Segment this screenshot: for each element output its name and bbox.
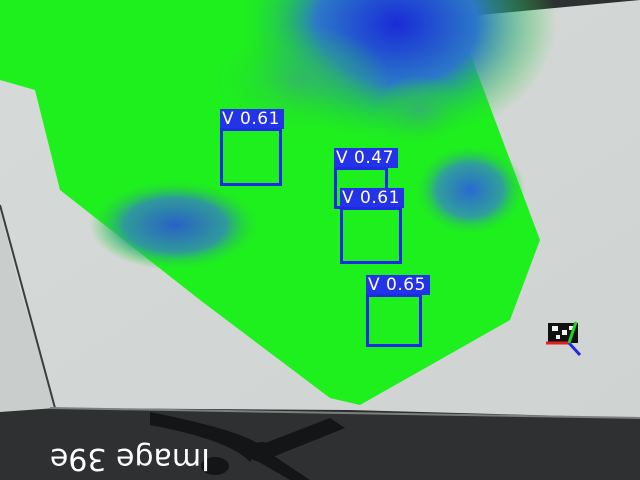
detection-box — [340, 207, 402, 264]
detection-class: V — [342, 188, 355, 208]
detection-score: 0.61 — [360, 188, 400, 208]
detection-class: V — [222, 109, 235, 129]
detection-score: 0.47 — [354, 148, 394, 168]
detection-label: V 0.47 — [334, 148, 398, 168]
detection-box — [220, 128, 282, 186]
heat-blue-right — [415, 145, 525, 235]
heat-blue-left — [90, 180, 260, 270]
axis-gizmo-icon — [546, 321, 582, 357]
detection-class: V — [336, 148, 349, 168]
detection-box — [366, 294, 422, 347]
detection-score: 0.65 — [386, 275, 426, 295]
detection-class: V — [368, 275, 381, 295]
image-caption: Image 39e — [49, 441, 210, 476]
detection-label: V 0.61 — [340, 188, 404, 208]
heat-teal-right — [375, 75, 465, 145]
heat-teal-center — [210, 25, 390, 135]
detection-score: 0.61 — [240, 109, 280, 129]
detection-label: V 0.65 — [366, 275, 430, 295]
detection-label: V 0.61 — [220, 109, 284, 129]
